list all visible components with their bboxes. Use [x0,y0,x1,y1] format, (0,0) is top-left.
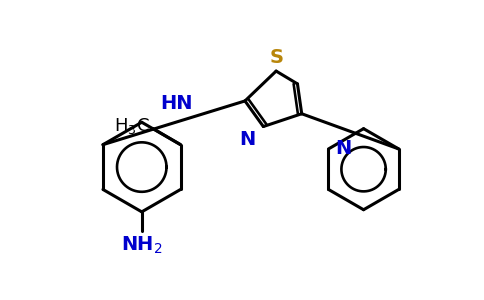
Text: H$_3$C: H$_3$C [114,116,150,136]
Text: HN: HN [160,94,192,113]
Text: N: N [240,130,256,149]
Text: S: S [269,48,283,67]
Text: NH$_2$: NH$_2$ [121,235,163,256]
Text: N: N [335,140,351,158]
